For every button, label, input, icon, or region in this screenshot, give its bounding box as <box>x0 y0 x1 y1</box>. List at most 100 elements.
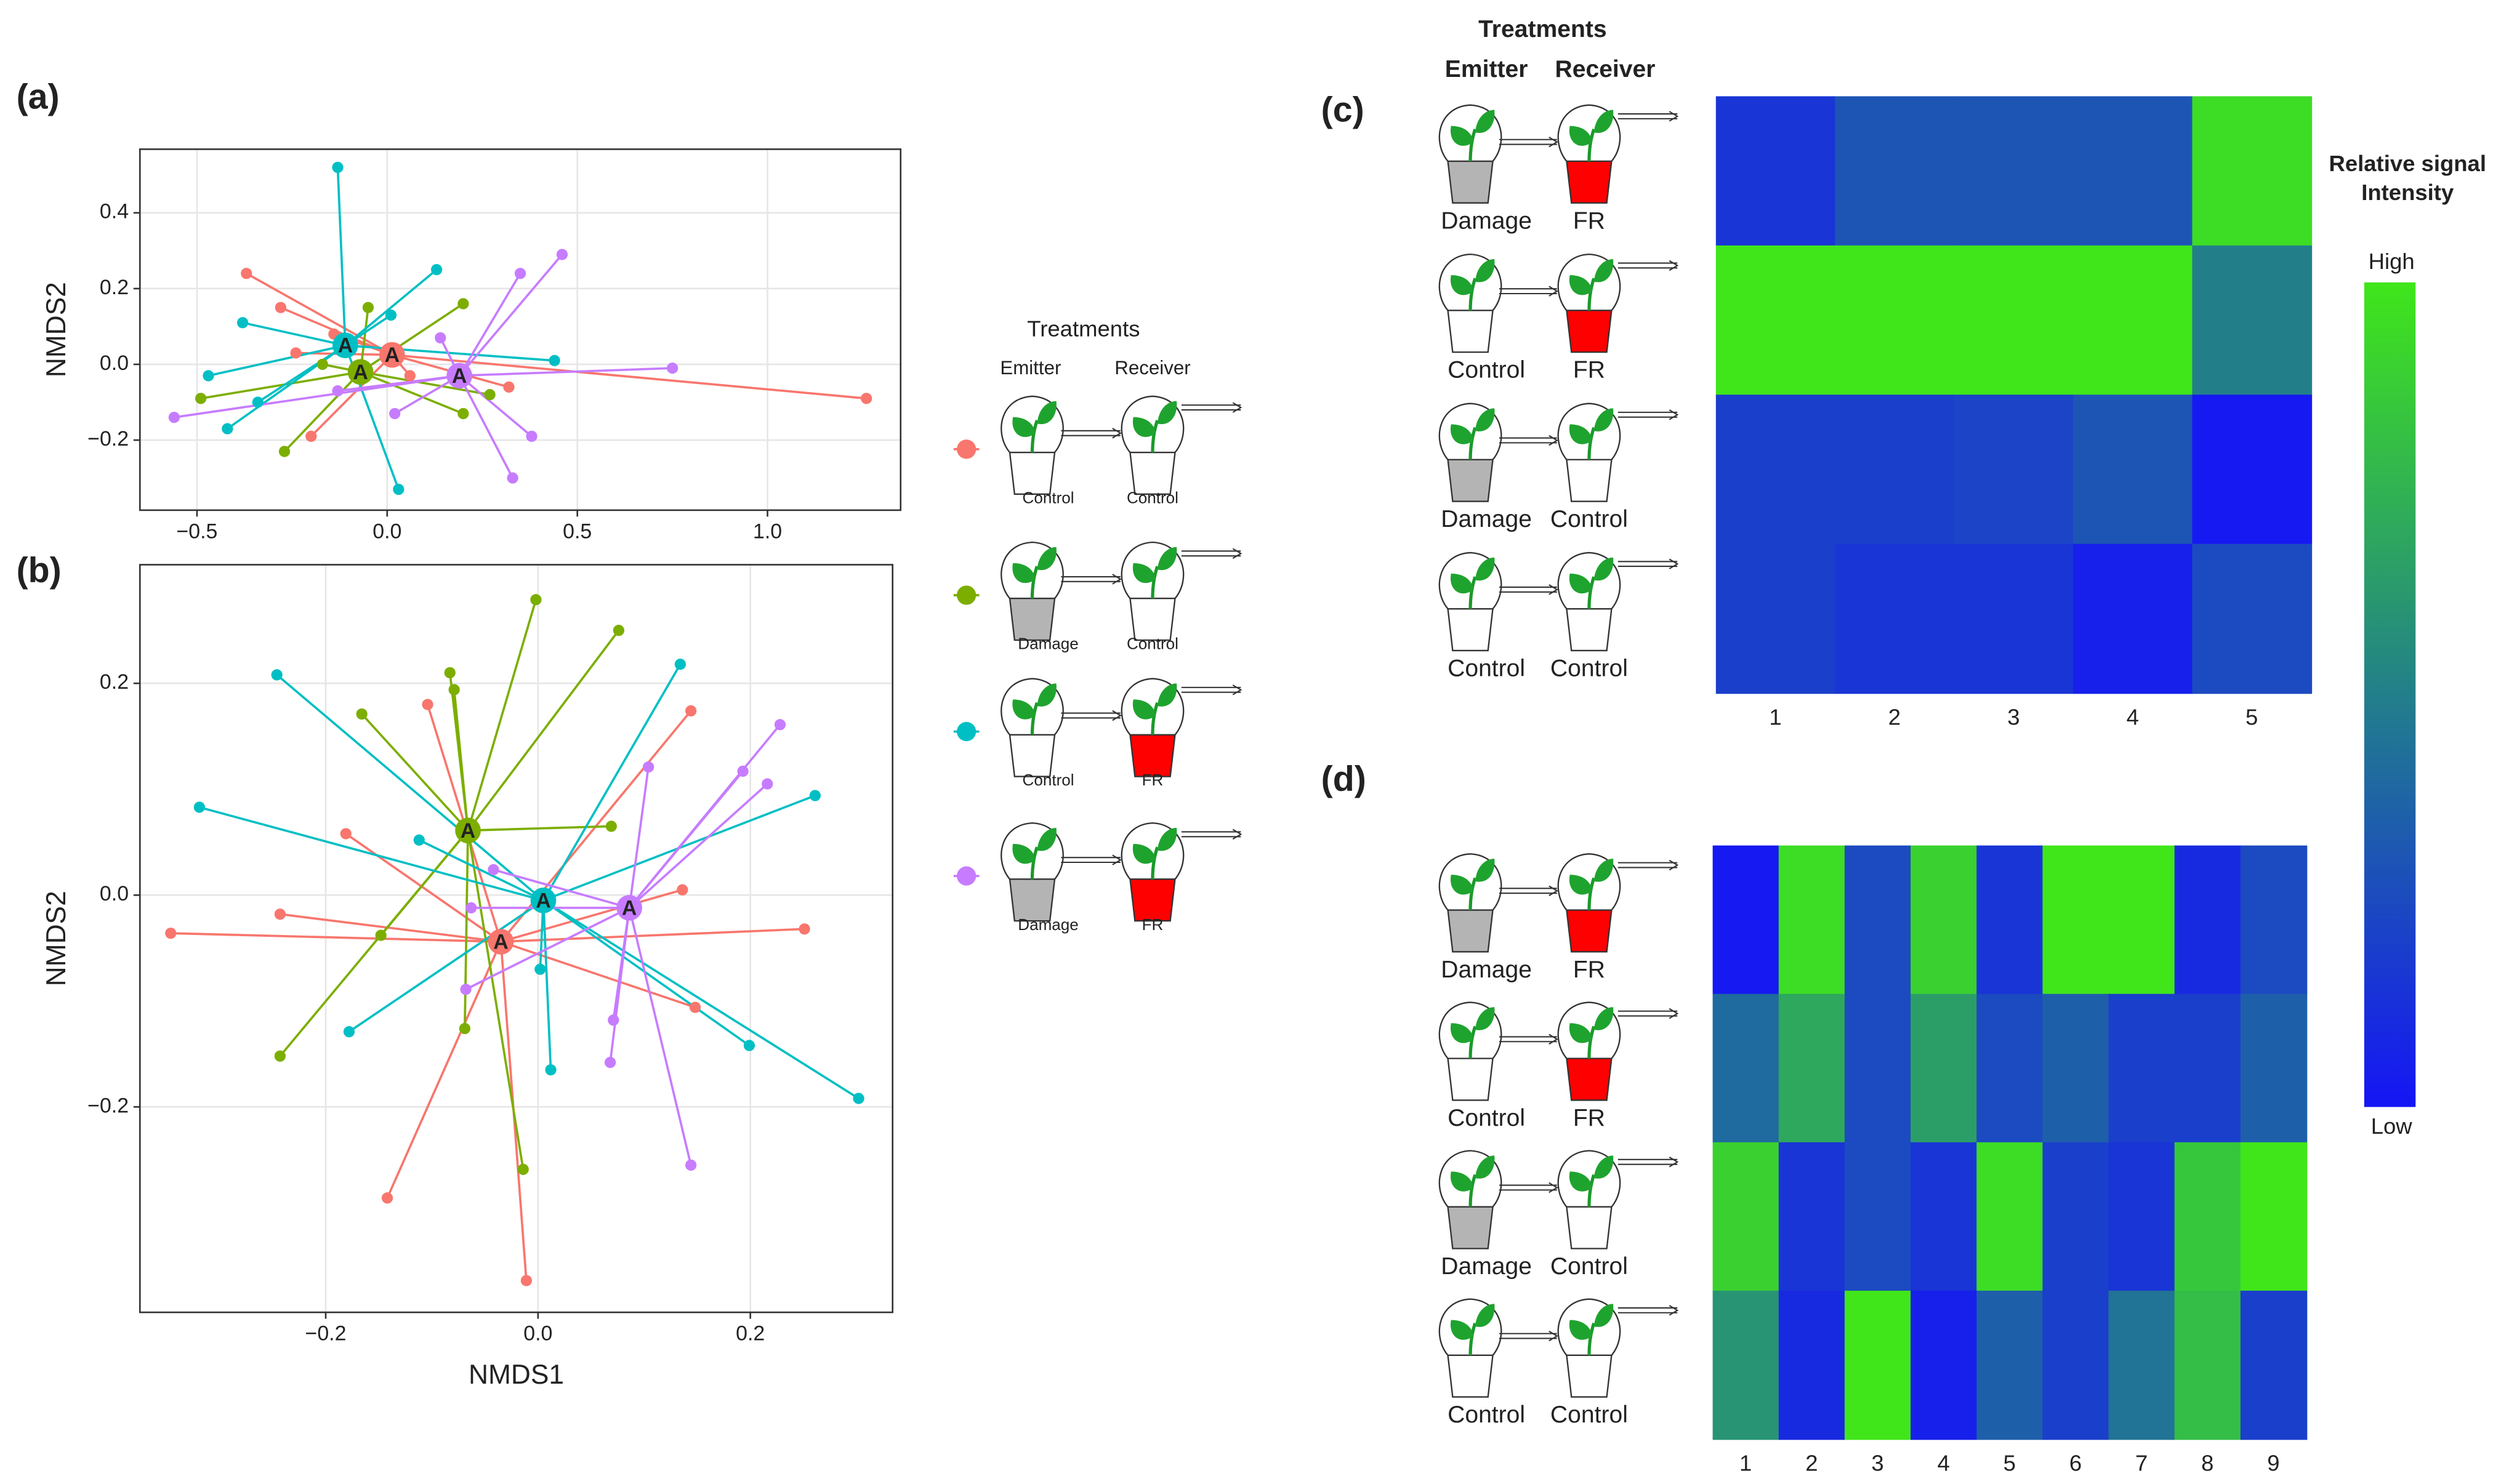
spider-line <box>458 254 563 377</box>
leaf <box>1569 573 1593 594</box>
arrow-head <box>1669 558 1679 569</box>
plant-icon <box>1557 253 1621 353</box>
bulb-outline <box>1438 403 1502 460</box>
heatmap-cell <box>1712 993 1780 1144</box>
y-axis-label: NMDS2 <box>41 891 71 986</box>
arrow-head <box>1112 710 1122 721</box>
point <box>457 298 469 310</box>
point <box>332 385 344 397</box>
point <box>613 625 625 636</box>
pot <box>1566 160 1613 204</box>
spider-line <box>242 321 346 347</box>
bulb-outline <box>1001 541 1064 599</box>
heatmap-cell <box>2042 993 2109 1144</box>
point <box>685 1159 697 1171</box>
leaf <box>1593 110 1614 134</box>
spider-line <box>345 344 555 362</box>
emitter-label: Damage <box>1441 1253 1532 1280</box>
pot <box>1447 909 1494 953</box>
bulb-outline <box>1557 1001 1621 1059</box>
plant-icon <box>1001 395 1064 495</box>
x-tick-label: 2 <box>1888 704 1901 729</box>
x-tick-label: 2 <box>1805 1450 1818 1475</box>
spider-line <box>360 371 464 415</box>
heatmap-cell <box>2240 1142 2308 1292</box>
stem <box>1468 128 1477 161</box>
point <box>444 667 456 679</box>
arrow-head <box>1548 1330 1558 1342</box>
arrow-head <box>1669 1008 1679 1019</box>
point <box>275 302 286 313</box>
leaf <box>1475 110 1495 134</box>
leaf <box>1450 875 1474 895</box>
arrow-head <box>1669 859 1679 871</box>
stem <box>1587 877 1596 910</box>
legend-key <box>956 439 977 459</box>
spider-line <box>501 928 805 943</box>
point <box>375 929 387 941</box>
plot-frame <box>139 148 902 511</box>
spider-line <box>467 825 611 832</box>
spider-line <box>360 302 464 373</box>
arrow-head <box>1669 111 1679 122</box>
point <box>222 423 233 435</box>
x-tick-label: 1 <box>1739 1450 1752 1475</box>
x-tick-label: 5 <box>2004 1450 2016 1475</box>
leaf <box>1569 1171 1593 1192</box>
plant-icon <box>1557 104 1621 204</box>
leaf <box>1450 1320 1474 1340</box>
spider-line <box>361 713 469 832</box>
spider-line <box>453 689 469 831</box>
pot <box>1566 1354 1613 1398</box>
leaf <box>1593 1155 1614 1179</box>
spider-line <box>280 913 501 943</box>
leaf <box>1132 844 1156 864</box>
pot <box>1566 1206 1613 1249</box>
pot <box>1129 598 1176 641</box>
pot <box>1009 734 1056 777</box>
heatmap-cell <box>1844 1142 1912 1292</box>
heatmap-cell <box>1778 1142 1846 1292</box>
emitter-label: Damage <box>1018 915 1078 934</box>
centroid <box>379 342 405 368</box>
heatmap-cell <box>1712 1290 1780 1440</box>
point <box>643 761 654 773</box>
stem <box>1151 566 1159 599</box>
point <box>274 1050 286 1062</box>
point <box>332 161 344 174</box>
plant-icon <box>1001 822 1064 922</box>
point <box>605 820 617 832</box>
leaf <box>1132 699 1156 720</box>
emitter-header: Emitter <box>1445 56 1528 82</box>
heatmap-cell <box>1954 96 2074 247</box>
leaf <box>1593 1007 1614 1030</box>
plant-icon <box>1438 1001 1502 1101</box>
heatmap-cell <box>2108 845 2176 995</box>
colorbar-title: Intensity <box>2361 180 2454 205</box>
leaf <box>1593 557 1614 581</box>
leaf <box>1157 547 1177 571</box>
point <box>236 317 249 329</box>
heatmap-cell <box>1844 845 1912 995</box>
point <box>430 263 443 276</box>
pot <box>1009 878 1056 922</box>
heatmap-cell <box>2192 543 2313 694</box>
bulb-outline <box>1121 822 1185 880</box>
point <box>203 370 214 382</box>
colorbar-title: Relative signal <box>2329 151 2486 176</box>
stem <box>1468 576 1477 609</box>
centroid <box>616 895 642 921</box>
point <box>526 430 538 442</box>
legend-key <box>956 721 977 742</box>
heatmap-cell <box>1712 1142 1780 1292</box>
leaf <box>1569 424 1593 444</box>
y-axis-label: NMDS2 <box>41 282 71 377</box>
point <box>195 393 207 404</box>
centroid <box>332 332 358 359</box>
heatmap-cell <box>2174 993 2242 1144</box>
point <box>343 1026 355 1038</box>
y-tick-label: 0.2 <box>100 276 129 299</box>
point <box>737 765 749 777</box>
plot-panel <box>140 149 901 510</box>
plant-icon <box>1438 104 1502 204</box>
